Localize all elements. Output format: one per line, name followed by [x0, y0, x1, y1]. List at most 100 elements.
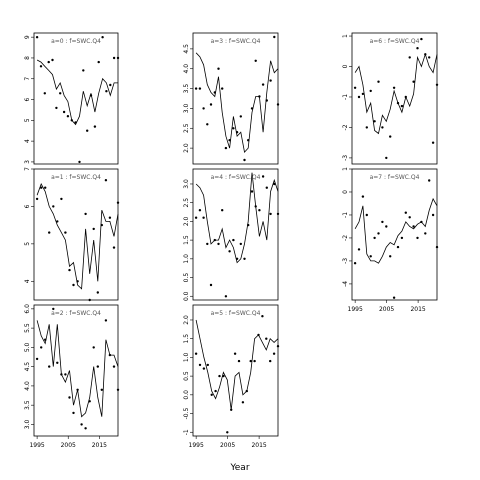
data-point	[416, 47, 419, 50]
x-tick-label: 2015	[92, 442, 107, 449]
data-point	[435, 83, 439, 87]
facet-panel-7: a=7 : f=SWC.Q4 -4 -3 -2 -1 0 1 1995 2005 2015	[342, 167, 439, 313]
facet-panel-4: a=4 : f=SWC.Q4 0.0 0.5 1.0 1.5 2.0 2.5 3.0	[183, 168, 280, 301]
y-tick-label: 9	[24, 35, 31, 39]
data-point	[104, 179, 108, 182]
data-point	[206, 363, 209, 367]
x-tick-label: 1995	[29, 442, 44, 449]
y-tick-label: 5.5	[24, 323, 31, 333]
data-point	[369, 89, 372, 93]
data-point	[206, 242, 209, 246]
panel-frame	[192, 168, 279, 301]
data-point	[97, 60, 100, 64]
data-point	[92, 227, 95, 231]
y-tick-label: 0.5	[183, 273, 190, 283]
data-point	[198, 209, 202, 212]
data-point	[261, 83, 265, 86]
data-point	[416, 236, 419, 240]
data-point	[269, 212, 272, 216]
data-point	[361, 195, 365, 198]
data-point	[78, 160, 81, 164]
data-point	[261, 175, 265, 178]
y-tick-label: -3	[342, 155, 349, 161]
y-tick-label: 3.5	[24, 400, 31, 410]
data-point	[48, 365, 51, 368]
data-point	[353, 86, 357, 90]
y-tick-label: 5	[24, 242, 31, 246]
data-point	[243, 257, 246, 260]
data-point	[396, 245, 400, 249]
data-point	[64, 373, 67, 376]
data-point	[43, 92, 46, 95]
y-tick-label: 1.0	[183, 254, 190, 264]
series-line	[195, 172, 279, 264]
y-tick-label: -1	[342, 212, 349, 218]
y-tick-label: 4.0	[183, 64, 190, 74]
y-tick-label: -0.5	[183, 408, 190, 420]
data-point	[247, 139, 250, 142]
x-tick-label: 2015	[410, 306, 425, 313]
data-point	[431, 213, 435, 217]
data-point	[365, 126, 368, 129]
data-point	[228, 250, 231, 253]
data-point	[235, 131, 239, 134]
series-line	[354, 197, 438, 264]
facet-panel-3: a=3 : f=SWC.Q4 2.0 2.5 3.0 3.5 4.0 4.5	[183, 32, 280, 165]
data-point	[258, 95, 261, 98]
panel-frame	[192, 304, 279, 437]
data-point	[254, 59, 257, 62]
data-point	[373, 236, 376, 240]
data-point	[72, 283, 75, 287]
data-point	[86, 129, 89, 132]
data-point	[408, 216, 411, 219]
data-point	[68, 396, 71, 399]
data-point	[80, 423, 83, 426]
data-point	[108, 353, 112, 357]
data-point	[217, 242, 220, 246]
data-point	[243, 158, 246, 162]
data-point	[209, 103, 213, 106]
data-point	[62, 110, 66, 114]
data-point	[232, 238, 235, 242]
y-tick-label: 6.0	[24, 304, 31, 314]
y-tick-label: 2.5	[183, 198, 190, 208]
series-line	[195, 319, 279, 410]
data-point	[249, 359, 252, 363]
data-point	[257, 333, 260, 337]
y-tick-label: 3.0	[183, 103, 190, 113]
data-point	[194, 352, 198, 355]
data-point	[116, 56, 120, 60]
data-point	[420, 37, 423, 41]
data-point	[76, 280, 79, 283]
data-point	[198, 87, 202, 90]
data-point	[404, 95, 407, 99]
data-point	[254, 205, 257, 208]
facet-panel-5: a=5 : f=SWC.Q4 -1 -0.5 0.0 0.5 1.0 1.5 2.0 1995 2…	[183, 304, 280, 449]
data-point	[385, 225, 388, 228]
data-point	[56, 220, 59, 223]
panel-frame	[33, 32, 119, 165]
data-point	[108, 216, 112, 219]
data-point	[273, 35, 276, 39]
panel-title: a=6 : f=SWC.Q4	[370, 38, 420, 45]
x-axis-label: Year	[229, 463, 249, 473]
y-tick-label: 4.5	[24, 362, 31, 372]
data-point	[269, 359, 272, 363]
data-point	[100, 223, 104, 227]
y-tick-label: 3	[24, 160, 31, 164]
panel-title: a=0 : f=SWC.Q4	[51, 38, 101, 45]
data-point	[235, 257, 239, 260]
data-point	[404, 211, 407, 214]
y-tick-label: 6	[24, 97, 31, 101]
data-point	[361, 92, 365, 96]
data-point	[100, 388, 104, 391]
data-point	[245, 389, 248, 393]
data-point	[35, 197, 39, 201]
data-point	[92, 346, 95, 349]
data-point	[428, 179, 431, 182]
data-point	[385, 156, 388, 160]
y-tick-label: 0.0	[183, 390, 190, 400]
panel-title: a=7 : f=SWC.Q4	[370, 174, 420, 181]
y-tick-label: 4.0	[24, 381, 31, 391]
panel-frame	[351, 168, 438, 301]
